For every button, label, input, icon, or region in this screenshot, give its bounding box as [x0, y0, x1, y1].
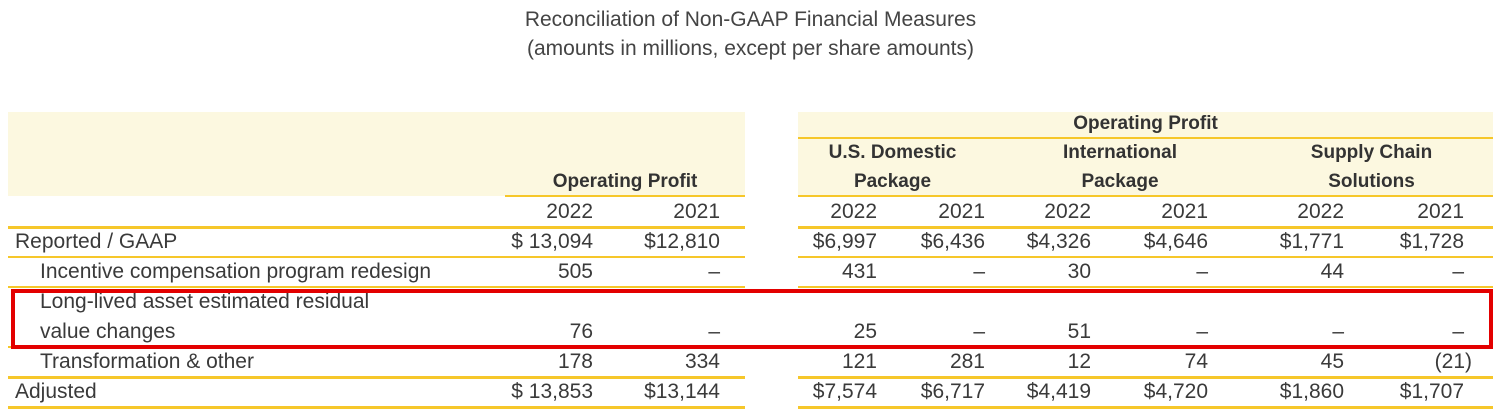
table-cell: – [1452, 320, 1464, 343]
table-cell: 334 [684, 350, 720, 373]
table-cell: – [708, 320, 720, 343]
segment-header: Package [853, 171, 932, 192]
year-header: 2022 [1297, 200, 1344, 223]
table-cell: $6,436 [920, 230, 985, 253]
year-header: 2021 [938, 200, 985, 223]
row-label: value changes [40, 320, 176, 343]
table-cell: $13,144 [644, 380, 720, 403]
right-column-group-header: Operating Profit [1073, 113, 1218, 134]
row-label: Adjusted [15, 380, 97, 403]
row-divider [798, 226, 1493, 229]
row-divider [798, 286, 1493, 288]
table-cell: $6,717 [920, 380, 985, 403]
report-subtitle: (amounts in millions, except per share a… [526, 37, 975, 60]
row-divider [8, 406, 745, 409]
table-cell: $ 13,094 [511, 230, 593, 253]
segment-header: U.S. Domestic [828, 142, 957, 163]
divider [798, 137, 1493, 139]
table-cell: 121 [841, 350, 877, 373]
year-header: 2022 [1044, 200, 1091, 223]
year-header: 2021 [673, 200, 720, 223]
segment-header: Package [1081, 171, 1159, 192]
table-cell: 25 [853, 320, 877, 343]
table-cell: $1,771 [1279, 230, 1344, 253]
table-cell: $4,419 [1026, 380, 1091, 403]
segment-header: International [1062, 142, 1177, 163]
row-divider [798, 256, 1493, 258]
table-cell: – [1196, 260, 1208, 283]
right-header-band [798, 112, 1493, 196]
row-label: Transformation & other [40, 350, 254, 373]
table-cell: – [1332, 320, 1344, 343]
year-header: 2022 [830, 200, 877, 223]
table-cell: $4,720 [1143, 380, 1208, 403]
table-cell: $1,728 [1399, 230, 1464, 253]
report-title: Reconciliation of Non-GAAP Financial Mea… [524, 8, 977, 31]
left-column-group-header: Operating Profit [552, 171, 698, 192]
table-cell: $ 13,853 [511, 380, 593, 403]
table-cell: 281 [949, 350, 985, 373]
row-label: Long-lived asset estimated residual [40, 290, 370, 313]
row-divider [798, 376, 1493, 379]
table-cell: – [973, 260, 985, 283]
table-cell: $1,860 [1279, 380, 1344, 403]
table-cell: – [973, 320, 985, 343]
year-header: 2021 [1417, 200, 1464, 223]
table-cell: – [708, 260, 720, 283]
table-cell: 74 [1184, 350, 1208, 373]
table-cell: – [1452, 260, 1464, 283]
table-cell: $4,646 [1143, 230, 1208, 253]
left-header-band [8, 112, 745, 196]
table-cell: $6,997 [812, 230, 877, 253]
divider [505, 195, 745, 197]
row-divider [798, 406, 1493, 409]
table-cell: $12,810 [644, 230, 720, 253]
table-cell: 44 [1320, 260, 1344, 283]
row-divider [8, 376, 745, 379]
table-cell: 505 [557, 260, 593, 283]
table-cell: (21) [1434, 350, 1472, 373]
row-divider [8, 256, 745, 258]
row-label: Reported / GAAP [15, 230, 178, 253]
table-cell: 431 [841, 260, 877, 283]
year-header: 2022 [546, 200, 593, 223]
segment-header: Solutions [1328, 171, 1415, 192]
table-cell: 12 [1067, 350, 1091, 373]
table-cell: 45 [1320, 350, 1344, 373]
table-cell: $1,707 [1399, 380, 1464, 403]
table-cell: $7,574 [812, 380, 877, 403]
row-label: Incentive compensation program redesign [40, 260, 432, 283]
table-cell: 51 [1067, 320, 1091, 343]
table-cell: 30 [1067, 260, 1091, 283]
row-divider [8, 286, 745, 288]
table-cell: 178 [557, 350, 593, 373]
divider [798, 195, 1493, 197]
highlight-box [11, 289, 1493, 349]
table-cell: $4,326 [1026, 230, 1091, 253]
year-header: 2021 [1161, 200, 1208, 223]
table-cell: – [1196, 320, 1208, 343]
table-cell: 76 [569, 320, 593, 343]
segment-header: Supply Chain [1310, 142, 1433, 163]
row-divider [8, 226, 745, 229]
